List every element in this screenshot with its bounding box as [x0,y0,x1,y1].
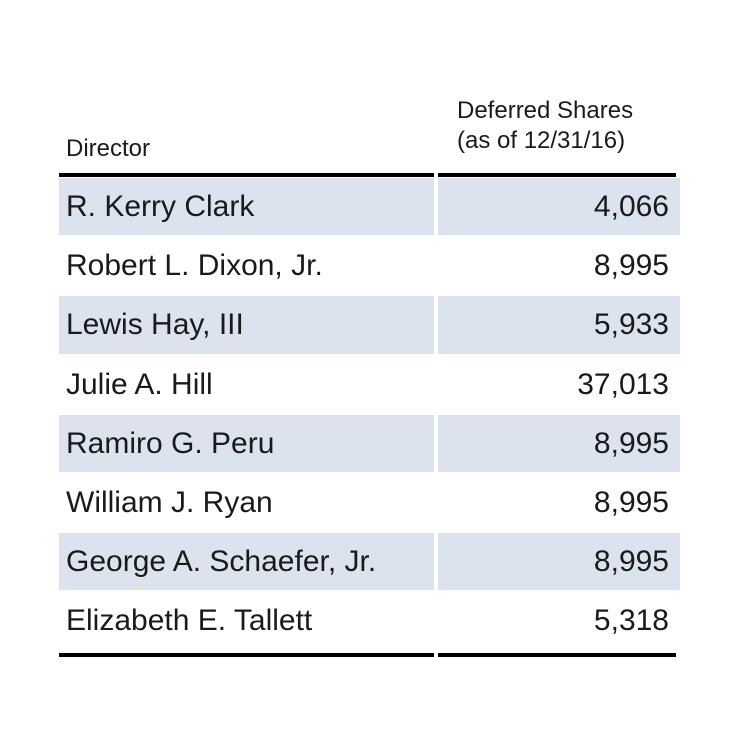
header-rule-left [59,173,434,177]
director-name: Ramiro G. Peru [66,426,275,460]
deferred-shares-value: 4,066 [593,190,669,223]
director-name: Lewis Hay, III [66,308,244,342]
director-name: Robert L. Dixon, Jr. [66,249,323,283]
header-rule [59,173,679,177]
deferred-shares-value: 37,013 [577,367,669,401]
director-name: Julie A. Hill [66,367,213,401]
deferred-shares-value: 8,995 [593,249,669,283]
table-header: Director Deferred Shares (as of 12/31/16… [59,0,679,173]
deferred-shares-value: 8,995 [593,426,669,460]
table-row: Ramiro G. Peru 8,995 [59,414,680,473]
table-row: Robert L. Dixon, Jr. 8,995 [59,236,679,295]
bottom-rule [59,652,679,657]
deferred-shares-value: 8,995 [593,485,669,519]
deferred-shares-table: Director Deferred Shares (as of 12/31/16… [59,0,680,657]
director-name: George A. Schaefer, Jr. [66,545,377,579]
header-shares-line2: (as of 12/31/16) [457,127,626,154]
director-name: Elizabeth E. Tallett [66,604,313,638]
table-row: Julie A. Hill 37,013 [59,355,679,414]
deferred-shares-value: 8,995 [593,545,669,579]
header-shares-line1: Deferred Shares [457,97,634,124]
table-row: William J. Ryan 8,995 [59,473,679,532]
table-body: R. Kerry Clark 4,066 Robert L. Dixon, Jr… [59,177,680,651]
bottom-rule-right [438,652,676,657]
table-row: Elizabeth E. Tallett 5,318 [59,591,679,650]
table-row: Lewis Hay, III 5,933 [59,295,680,354]
director-name: William J. Ryan [66,485,273,519]
director-name: R. Kerry Clark [66,190,255,223]
header-rule-right [438,173,676,177]
deferred-shares-value: 5,933 [593,308,669,342]
deferred-shares-value: 5,318 [593,604,669,638]
bottom-rule-left [59,652,434,657]
header-director: Director [66,135,151,162]
table-row: R. Kerry Clark 4,066 [59,177,680,236]
header-deferred-shares: Deferred Shares (as of 12/31/16) [457,96,633,156]
table-row: George A. Schaefer, Jr. 8,995 [59,532,680,591]
